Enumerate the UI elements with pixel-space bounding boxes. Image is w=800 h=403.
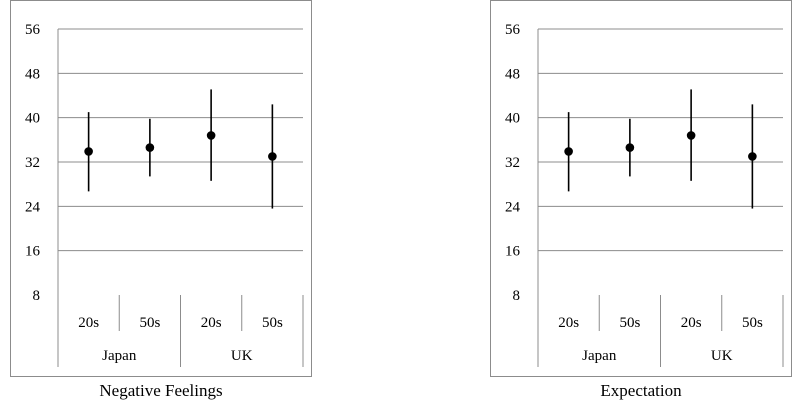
data-point [206,131,216,140]
y-tick-label: 32 [505,155,520,171]
x-tick-label: 20s [78,315,99,331]
x-tick-label: 50s [139,315,160,331]
data-point [748,152,757,161]
y-tick-label: 40 [25,111,40,127]
chart-frame [490,0,792,377]
y-tick-label: 8 [33,288,41,304]
x-tick-label: 50s [619,315,640,331]
x-tick-label: 20s [201,315,222,331]
y-tick-label: 16 [25,244,41,260]
y-tick-label: 8 [513,288,521,304]
y-tick-label: 48 [25,66,40,82]
y-tick-label: 24 [505,199,521,215]
data-point [268,152,277,161]
x-tick-label: 20s [681,315,702,331]
chart-panel-expectation: 56 48 40 32 24 16 8 20s 50s 20s 50s Japan UK [490,0,792,377]
x-tick-label: 50s [262,315,283,331]
y-tick-label: 40 [505,111,520,127]
chart-expectation: 56 48 40 32 24 16 8 20s 50s 20s 50s Japan UK [490,0,792,377]
y-tick-label: 56 [25,22,41,38]
y-tick-label: 24 [25,199,41,215]
data-point [84,147,93,156]
group-label: UK [711,348,733,364]
chart-panel-negative-feelings: 56 48 40 32 24 16 8 20s 50s 20s 50s Japan UK [10,0,312,377]
chart-frame [10,0,312,377]
chart-title-negative-feelings: Negative Feelings [99,381,223,400]
chart-title-expectation: Expectation [600,381,682,400]
group-label: Japan [582,348,617,364]
data-point [686,131,696,140]
group-label: UK [231,348,253,364]
data-point [625,143,635,152]
y-tick-label: 48 [505,66,520,82]
x-tick-label: 20s [558,315,579,331]
group-label: Japan [102,348,137,364]
chart-negative-feelings: 56 48 40 32 24 16 8 20s 50s 20s 50s Japan UK [10,0,312,377]
y-tick-label: 16 [505,244,521,260]
y-tick-label: 32 [25,155,40,171]
data-point [145,143,155,152]
data-point [564,147,573,156]
x-tick-label: 50s [742,315,763,331]
y-tick-label: 56 [505,22,521,38]
